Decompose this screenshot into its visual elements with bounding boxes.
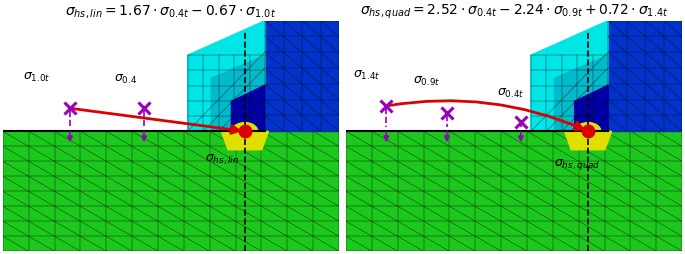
Circle shape — [232, 123, 258, 140]
Bar — [346, 22, 588, 132]
Polygon shape — [188, 22, 265, 132]
Text: $\sigma_{0.4}$: $\sigma_{0.4}$ — [114, 73, 137, 86]
Polygon shape — [221, 132, 269, 150]
Polygon shape — [232, 86, 265, 132]
Polygon shape — [575, 86, 608, 132]
Text: $\sigma_{1.0t}$: $\sigma_{1.0t}$ — [23, 71, 51, 84]
Polygon shape — [265, 22, 339, 132]
Circle shape — [575, 123, 601, 140]
Text: $\sigma_{0.9t}$: $\sigma_{0.9t}$ — [413, 75, 440, 88]
Bar — [346, 132, 682, 251]
Text: $\sigma_{1.4t}$: $\sigma_{1.4t}$ — [353, 68, 380, 81]
Bar — [3, 132, 339, 251]
Polygon shape — [211, 56, 265, 132]
Text: $\sigma_{hs,lin}$: $\sigma_{hs,lin}$ — [205, 152, 239, 166]
Title: $\sigma_{hs,lin} = 1.67 \cdot \sigma_{0.4t} - 0.67 \cdot \sigma_{1.0t}$: $\sigma_{hs,lin} = 1.67 \cdot \sigma_{0.… — [65, 3, 277, 20]
Polygon shape — [608, 22, 682, 132]
Text: $\sigma_{hs,quad}$: $\sigma_{hs,quad}$ — [554, 156, 601, 171]
Polygon shape — [564, 132, 612, 150]
Text: $\sigma_{0.4t}$: $\sigma_{0.4t}$ — [497, 87, 525, 100]
Polygon shape — [554, 56, 608, 132]
Title: $\sigma_{hs,quad} = 2.52 \cdot \sigma_{0.4t} - 2.24 \cdot \sigma_{0.9t} + 0.72 \: $\sigma_{hs,quad} = 2.52 \cdot \sigma_{0… — [360, 3, 669, 21]
Bar — [3, 22, 245, 132]
Polygon shape — [531, 22, 608, 132]
